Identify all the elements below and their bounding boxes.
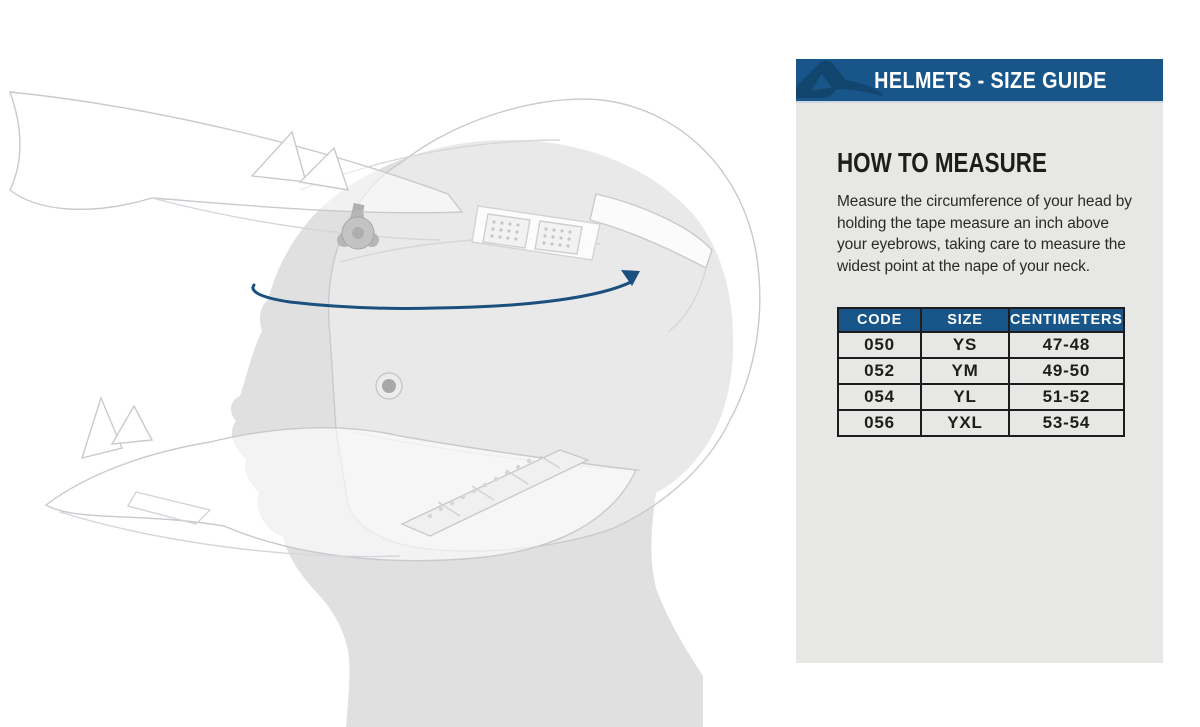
size-table-header-cell: CENTIMETERS bbox=[1008, 307, 1125, 333]
size-table-header-cell: SIZE bbox=[920, 307, 1010, 333]
size-table-cell: YS bbox=[920, 331, 1010, 359]
size-table-row: 050 YS 47-48 bbox=[837, 331, 1125, 359]
visor-knob bbox=[337, 202, 379, 250]
size-table-cell: 054 bbox=[837, 383, 922, 411]
measure-instructions: Measure the circumference of your head b… bbox=[837, 193, 1132, 275]
helmet-outline bbox=[8, 91, 761, 562]
visor-peak bbox=[8, 91, 464, 214]
panel-header: HELMETS - SIZE GUIDE bbox=[796, 59, 1163, 103]
side-button bbox=[375, 372, 403, 400]
size-table-cell: 49-50 bbox=[1008, 357, 1125, 385]
size-table-row: 052 YM 49-50 bbox=[837, 357, 1125, 385]
panel-body: HOW TO MEASURE Measure the circumference… bbox=[796, 103, 1163, 437]
size-guide-panel: HELMETS - SIZE GUIDE HOW TO MEASURE Meas… bbox=[796, 59, 1163, 663]
acerbis-logo-icon bbox=[796, 60, 883, 99]
size-table-row: 056 YXL 53-54 bbox=[837, 409, 1125, 437]
size-table-cell: 050 bbox=[837, 331, 922, 359]
how-to-measure-heading: HOW TO MEASURE bbox=[837, 147, 1047, 178]
size-table-cell: 47-48 bbox=[1008, 331, 1125, 359]
helmet-illustration bbox=[8, 91, 761, 727]
size-table-cell: 51-52 bbox=[1008, 383, 1125, 411]
chin-bar bbox=[44, 427, 638, 562]
panel-title: HELMETS - SIZE GUIDE bbox=[874, 66, 1108, 93]
measure-arrow-icon bbox=[621, 270, 640, 286]
size-table-cell: 056 bbox=[837, 409, 922, 437]
chin-vent bbox=[400, 449, 590, 537]
size-table-cell: 052 bbox=[837, 357, 922, 385]
size-table-cell: YM bbox=[920, 357, 1010, 385]
top-vents bbox=[471, 205, 601, 261]
size-table-header-row: CODE SIZE CENTIMETERS bbox=[837, 307, 1125, 333]
size-table-cell: YXL bbox=[920, 409, 1010, 437]
size-table-header-cell: CODE bbox=[837, 307, 922, 333]
size-table: CODE SIZE CENTIMETERS 050 YS 47-48 052 Y… bbox=[837, 307, 1125, 437]
size-table-row: 054 YL 51-52 bbox=[837, 383, 1125, 411]
size-table-cell: YL bbox=[920, 383, 1010, 411]
head-silhouette bbox=[231, 139, 734, 727]
size-table-cell: 53-54 bbox=[1008, 409, 1125, 437]
measure-tape-line bbox=[251, 270, 640, 310]
